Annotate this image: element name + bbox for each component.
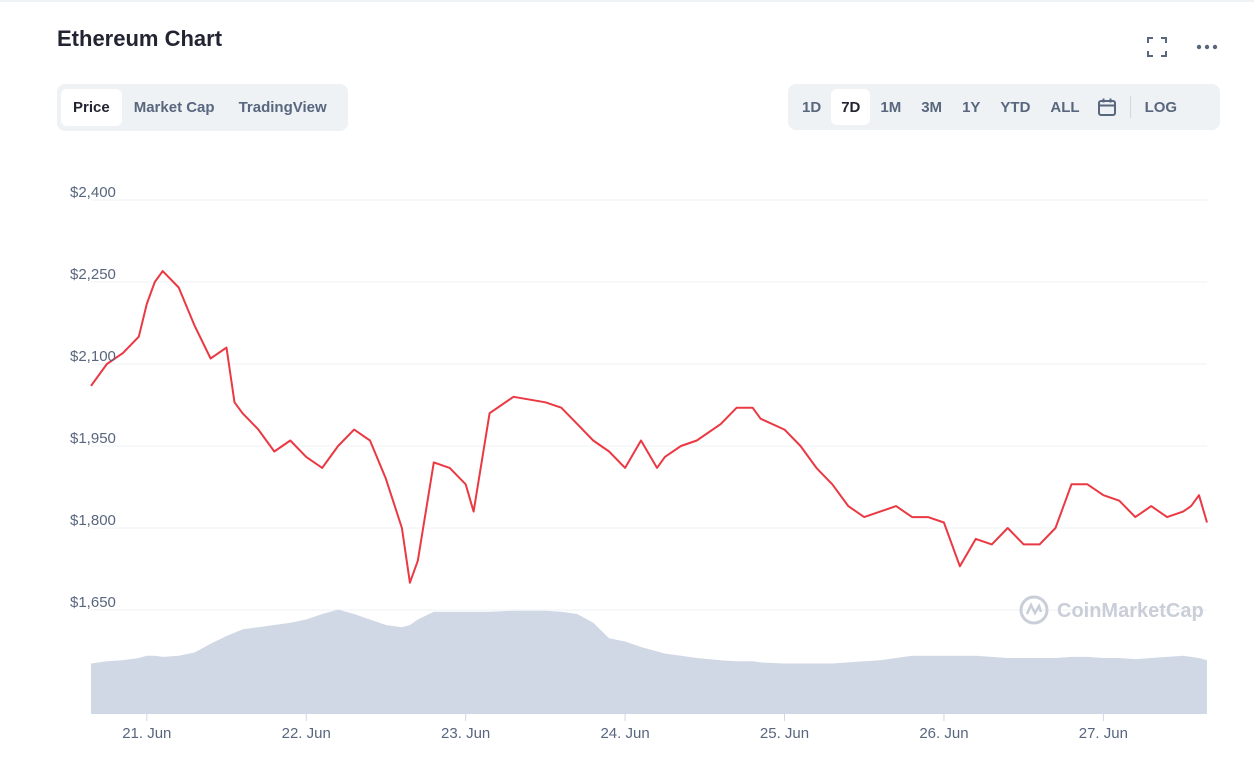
x-tick-label: 21. Jun — [122, 725, 171, 742]
range-7d[interactable]: 7D — [831, 89, 871, 125]
volume-area — [91, 609, 1207, 713]
price-line-group — [90, 270, 1208, 584]
range-3m[interactable]: 3M — [921, 98, 943, 116]
more-horizontal-icon[interactable] — [1194, 36, 1220, 58]
y-tick-label: $1,800 — [70, 512, 116, 529]
price-line — [90, 270, 1208, 584]
y-tick-label: $1,650 — [70, 594, 116, 611]
y-tick-label: $2,400 — [70, 184, 116, 201]
chart-grid — [91, 199, 1207, 611]
x-tick-label: 26. Jun — [919, 725, 968, 742]
range-1m[interactable]: 1M — [880, 98, 902, 116]
coinmarketcap-logo-icon — [1019, 595, 1049, 625]
x-tick-label: 23. Jun — [441, 725, 490, 742]
tab-price[interactable]: Price — [61, 89, 122, 126]
x-axis: 21. Jun 22. Jun 23. Jun 24. Jun 25. Jun 26. J… — [91, 713, 1207, 742]
time-range-selector: 1D 7D 1M 3M 1Y YTD ALL LOG — [788, 84, 1220, 130]
range-ytd[interactable]: YTD — [1000, 98, 1031, 116]
range-all[interactable]: ALL — [1050, 98, 1080, 116]
x-tick-label: 25. Jun — [760, 725, 809, 742]
y-axis-labels: $2,400 $2,250 $2,100 $1,950 $1,800 $1,650 — [70, 184, 116, 611]
y-tick-label: $1,950 — [70, 430, 116, 447]
log-scale-toggle[interactable]: LOG — [1144, 98, 1178, 116]
y-tick-label: $2,100 — [70, 348, 116, 365]
tab-tradingview[interactable]: TradingView — [238, 99, 327, 116]
range-1d[interactable]: 1D — [802, 98, 822, 116]
x-tick-label: 24. Jun — [600, 725, 649, 742]
volume-area-group — [91, 609, 1207, 713]
calendar-icon[interactable] — [1090, 89, 1124, 125]
x-tick-label: 22. Jun — [282, 725, 331, 742]
range-separator — [1129, 96, 1131, 118]
chart-type-tabs: Price Market Cap TradingView — [57, 84, 348, 131]
x-tick-label: 27. Jun — [1079, 725, 1128, 742]
watermark-text: CoinMarketCap — [1057, 600, 1204, 622]
y-tick-label: $2,250 — [70, 266, 116, 283]
page-title: Ethereum Chart — [57, 26, 223, 51]
tab-market-cap[interactable]: Market Cap — [133, 99, 215, 116]
header-actions — [1144, 36, 1220, 58]
top-border — [0, 0, 1254, 2]
fullscreen-icon[interactable] — [1144, 36, 1170, 58]
range-1y[interactable]: 1Y — [962, 98, 981, 116]
coinmarketcap-watermark: CoinMarketCap — [1019, 595, 1204, 625]
